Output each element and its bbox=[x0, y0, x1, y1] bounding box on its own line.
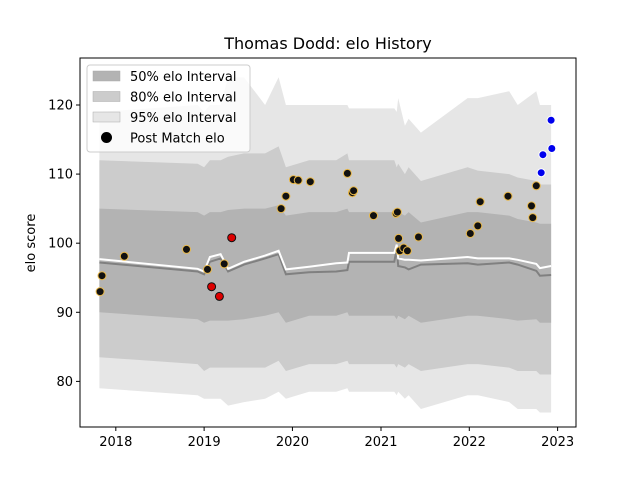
legend-swatch bbox=[92, 111, 121, 123]
x-tick-label: 2022 bbox=[453, 435, 486, 450]
win-point bbox=[119, 251, 129, 261]
projection-point bbox=[536, 168, 546, 178]
legend-label: 95% elo Interval bbox=[130, 111, 237, 126]
y-tick-label: 120 bbox=[48, 98, 73, 113]
win-point bbox=[528, 213, 538, 223]
legend-swatch bbox=[92, 91, 121, 102]
win-point bbox=[293, 175, 303, 185]
win-point bbox=[349, 186, 359, 196]
loss-point bbox=[227, 233, 237, 243]
projection-point bbox=[546, 115, 556, 125]
legend-marker bbox=[101, 132, 112, 143]
loss-point bbox=[214, 291, 224, 301]
post-match-points bbox=[95, 115, 557, 301]
win-point bbox=[305, 177, 315, 187]
win-point bbox=[219, 259, 229, 269]
y-tick-label: 100 bbox=[48, 237, 73, 252]
legend-swatch bbox=[92, 70, 121, 82]
x-tick-label: 2020 bbox=[276, 435, 309, 450]
x-axis: 2018 2019 2020 2021 2022 2023 bbox=[99, 427, 574, 450]
win-point bbox=[402, 246, 412, 256]
legend: 50% elo Interval 80% elo Interval 95% elo … bbox=[86, 64, 251, 153]
chart-title: Thomas Dodd: elo History bbox=[223, 34, 432, 53]
projection-point bbox=[547, 144, 557, 153]
win-point bbox=[527, 201, 536, 211]
win-point bbox=[369, 211, 378, 221]
win-point bbox=[394, 233, 404, 243]
win-point bbox=[414, 232, 423, 242]
y-axis-label: elo score bbox=[24, 214, 39, 273]
win-point bbox=[392, 207, 402, 217]
win-point bbox=[97, 271, 107, 281]
y-axis: 80 90 100 110 120 bbox=[48, 98, 80, 390]
x-tick-label: 2021 bbox=[364, 435, 397, 450]
y-tick-label: 90 bbox=[56, 306, 73, 321]
legend-label: Post Match elo bbox=[130, 132, 225, 147]
mean-elo-line bbox=[99, 244, 552, 273]
x-tick-label: 2018 bbox=[99, 435, 132, 450]
win-point bbox=[281, 191, 291, 201]
win-point bbox=[503, 191, 513, 201]
win-point bbox=[531, 181, 541, 191]
win-point bbox=[203, 264, 212, 274]
plot-frame bbox=[79, 57, 577, 428]
win-point bbox=[475, 197, 485, 207]
loss-point bbox=[207, 282, 217, 292]
legend-box bbox=[86, 64, 251, 153]
win-point bbox=[95, 287, 105, 297]
legend-label: 50% elo Interval bbox=[130, 70, 237, 85]
x-tick-label: 2023 bbox=[541, 435, 574, 450]
projection-point bbox=[538, 150, 548, 160]
win-point bbox=[473, 221, 483, 231]
x-tick-label: 2019 bbox=[188, 435, 221, 450]
y-tick-label: 110 bbox=[48, 168, 73, 183]
interval-bands bbox=[99, 77, 552, 413]
legend-label: 80% elo Interval bbox=[130, 91, 237, 106]
win-point bbox=[465, 229, 475, 238]
win-point bbox=[276, 204, 286, 214]
win-point bbox=[342, 168, 352, 178]
win-point bbox=[182, 244, 191, 254]
y-tick-label: 80 bbox=[56, 375, 73, 390]
